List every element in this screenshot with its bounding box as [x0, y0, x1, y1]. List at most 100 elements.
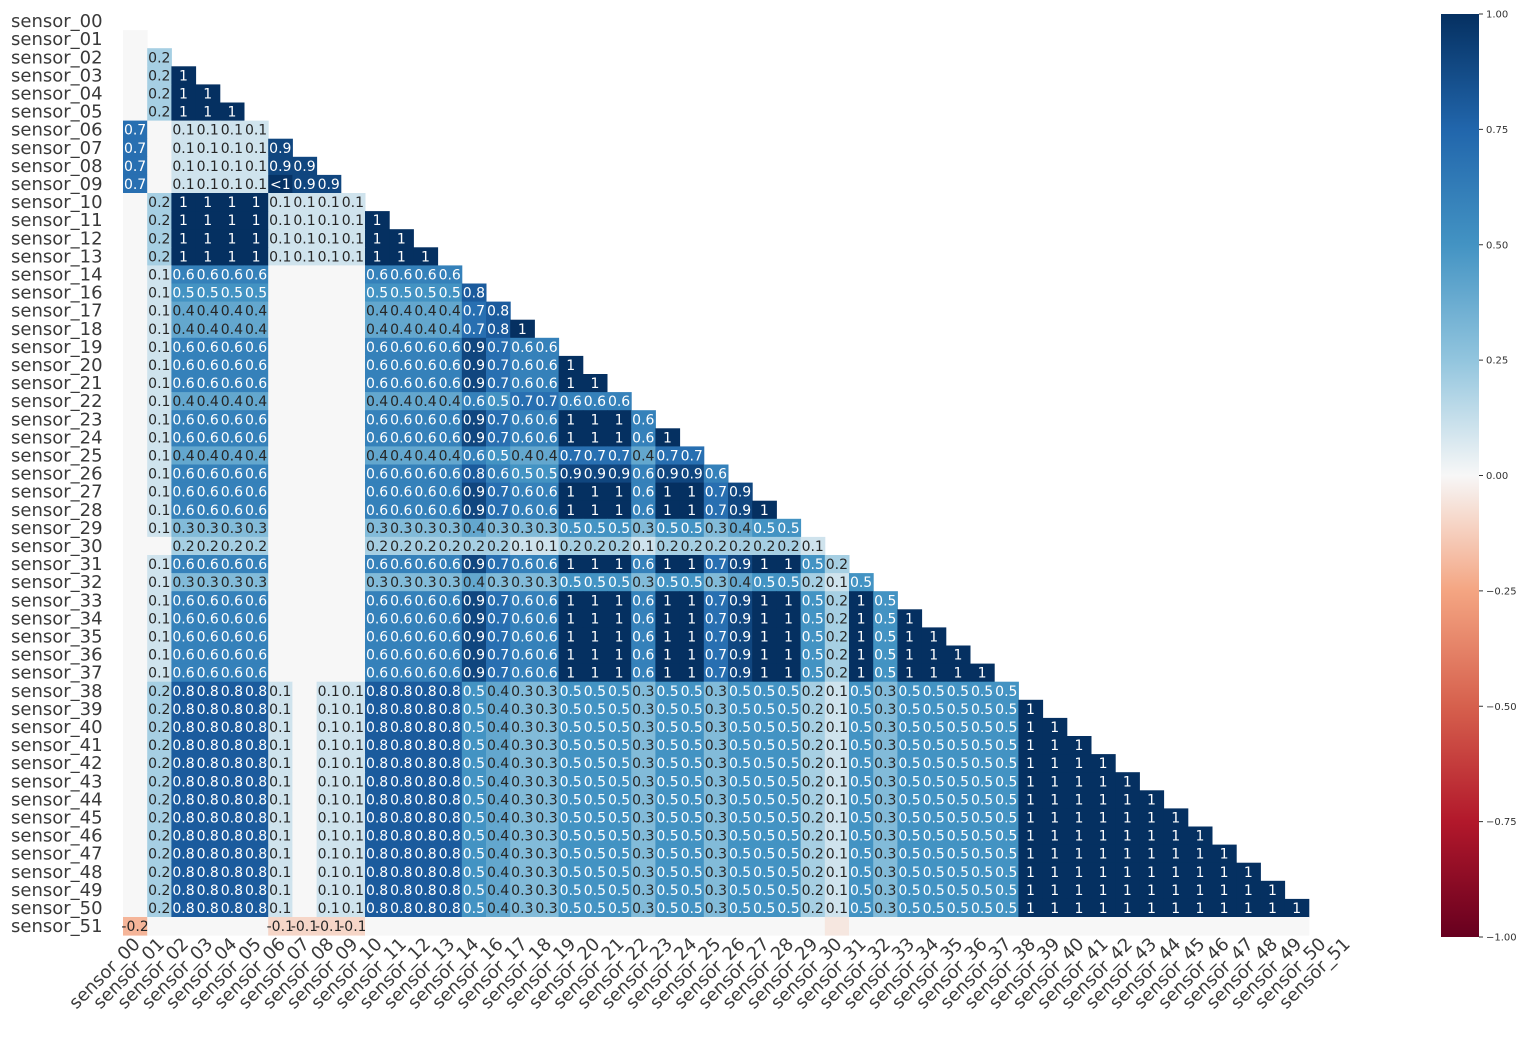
heatmap-cell: [244, 283, 269, 303]
cell-value-label: 0.6: [221, 666, 243, 682]
cell-value-label: 0.4: [197, 448, 219, 464]
cell-value-label: 0.1: [172, 177, 194, 193]
cell-value-label: 0.5: [560, 810, 582, 826]
cell-value-label: 0.6: [632, 430, 654, 446]
heatmap-cell: [752, 518, 777, 538]
cell-value-label: 1: [1099, 829, 1108, 845]
cell-value-label: 0.5: [850, 720, 872, 736]
heatmap-cell: [582, 736, 608, 755]
row-label: sensor_07: [11, 138, 103, 159]
cell-value-label: 0.4: [414, 448, 436, 464]
heatmap-cell: [340, 283, 366, 303]
cell-value-label: 1: [760, 629, 769, 645]
cell-value-label: 0.6: [172, 485, 194, 501]
heatmap-cell: [1042, 862, 1068, 882]
cell-value-label: 1: [663, 557, 672, 573]
heatmap-cell: [728, 518, 753, 538]
row-label: sensor_47: [11, 844, 103, 865]
heatmap-cell: [316, 518, 342, 538]
heatmap-cell: [534, 410, 560, 429]
cell-value-label: 1: [857, 629, 866, 645]
heatmap-cell: [316, 573, 342, 592]
heatmap-cell: [413, 880, 439, 900]
heatmap-cell: [437, 337, 463, 357]
cell-value-label: 1: [687, 593, 696, 609]
heatmap-cell: [486, 736, 511, 755]
heatmap-cell: [171, 174, 197, 194]
cell-value-label: 0.3: [705, 702, 727, 718]
cell-value-label: 0.9: [269, 159, 291, 175]
cell-value-label: 0.2: [802, 684, 824, 700]
cell-value-label: 0.6: [511, 503, 533, 519]
cell-value-label: 0.8: [197, 901, 219, 917]
cell-value-label: 0.6: [390, 267, 412, 283]
cell-value-label: 1: [663, 593, 672, 609]
cell-value-label: 0.5: [802, 611, 824, 627]
cell-value-label: 0.1: [269, 702, 291, 718]
cell-value-label: 0.3: [874, 702, 896, 718]
heatmap-cell: [461, 898, 487, 918]
cell-value-label: 1: [615, 485, 624, 501]
heatmap-cell: [244, 917, 269, 936]
heatmap-cell: [123, 917, 148, 936]
heatmap-cell: [316, 699, 342, 719]
heatmap-cell: [631, 772, 656, 791]
heatmap-cell: [1163, 808, 1189, 827]
heatmap-cell: [703, 573, 729, 592]
heatmap-cell: [631, 808, 656, 827]
cell-value-label: 0.3: [705, 901, 727, 917]
cell-value-label: 0.7: [705, 611, 727, 627]
heatmap-cell: [1163, 880, 1189, 900]
heatmap-cell: [123, 500, 148, 520]
heatmap-cell: [510, 555, 535, 574]
heatmap-cell: [921, 862, 947, 882]
cell-value-label: 0.5: [995, 901, 1017, 917]
cell-value-label: 0.1: [221, 141, 243, 157]
heatmap-cell: [389, 898, 414, 918]
heatmap-cell: [897, 681, 923, 701]
heatmap-cell: [945, 808, 971, 827]
heatmap-cell: [776, 772, 802, 791]
heatmap-cell: [703, 808, 729, 827]
cell-value-label: 0.1: [148, 467, 170, 483]
heatmap-cell: [1042, 790, 1068, 809]
heatmap-cell: [1066, 808, 1092, 827]
heatmap-cell: [1212, 862, 1237, 882]
cell-value-label: 0.6: [221, 430, 243, 446]
cell-value-label: 0.4: [245, 394, 267, 410]
cell-value-label: 0.9: [463, 666, 485, 682]
cell-value-label: 1: [1123, 883, 1132, 899]
cell-value-label: 1: [590, 503, 599, 519]
cell-value-label: 1: [1195, 829, 1204, 845]
heatmap-cell: [1091, 772, 1116, 791]
heatmap-cell: [631, 754, 656, 773]
cell-value-label: 0.2: [148, 792, 170, 808]
heatmap-cell: [268, 627, 293, 646]
cell-value-label: 0.8: [366, 720, 388, 736]
heatmap-cell: [461, 699, 487, 719]
heatmap-cell: [655, 917, 681, 936]
heatmap-cell: [123, 898, 148, 918]
heatmap-cell: [340, 355, 366, 375]
heatmap-cell: [219, 790, 245, 809]
cell-value-label: 0.5: [656, 829, 678, 845]
cell-value-label: 1: [784, 593, 793, 609]
cell-value-label: 0.3: [632, 738, 654, 754]
cell-value-label: 0.5: [656, 865, 678, 881]
cell-value-label: 0.6: [511, 340, 533, 356]
heatmap-cell: [582, 609, 608, 628]
heatmap-cell: [316, 555, 342, 574]
heatmap-cell: [195, 319, 221, 339]
heatmap-cell: [123, 283, 148, 303]
heatmap-cell: [486, 790, 511, 809]
colorbar-tick-label: −0.25: [1486, 586, 1517, 597]
heatmap-cell: [268, 536, 293, 556]
cell-value-label: 0.5: [898, 792, 920, 808]
cell-value-label: 0.6: [366, 593, 388, 609]
cell-value-label: 0.1: [318, 249, 340, 265]
heatmap-cell: [994, 790, 1019, 809]
cell-value-label: 0.6: [172, 376, 194, 392]
heatmap-cell: [147, 48, 172, 67]
heatmap-cell: [123, 754, 148, 773]
heatmap-cell: [1115, 917, 1140, 936]
